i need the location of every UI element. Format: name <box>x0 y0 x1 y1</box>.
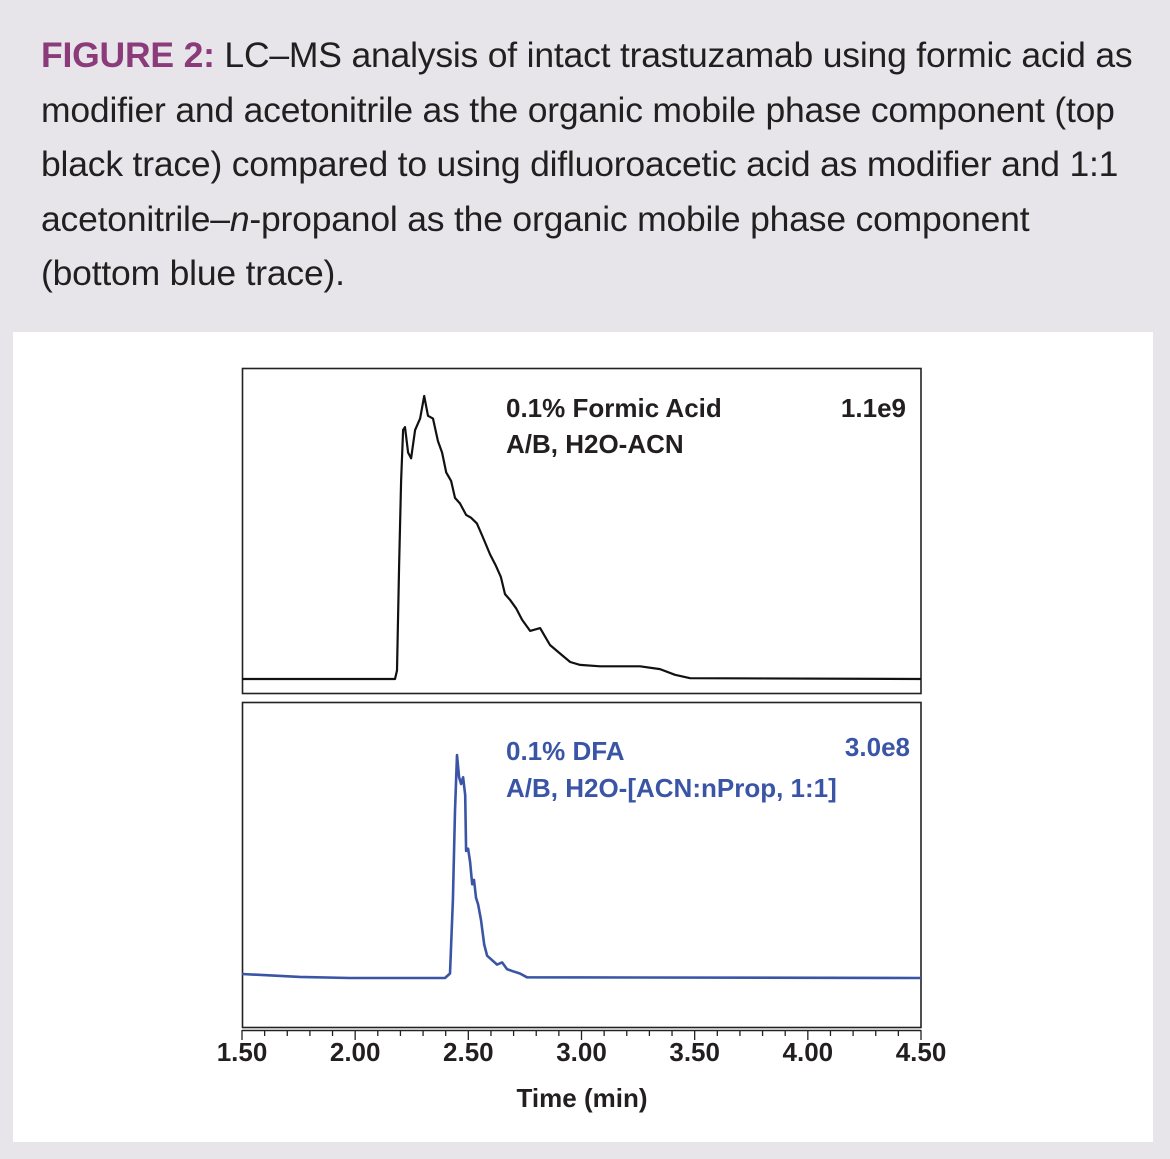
x-tick-label: 4.00 <box>783 1037 834 1067</box>
x-axis-tick-labels: 1.50 2.00 2.50 3.00 3.50 4.00 4.50 <box>217 1037 947 1067</box>
caption-text-1: LC–MS analysis of intact trastuzamab usi… <box>41 35 1133 239</box>
x-tick-label: 4.50 <box>896 1037 947 1067</box>
x-axis-ticks <box>241 1030 922 1040</box>
figure-caption: FIGURE 2: LC–MS analysis of intact trast… <box>41 28 1141 301</box>
caption-italic: n <box>229 198 250 239</box>
bottom-plot-frame <box>241 701 922 1029</box>
x-tick-label: 2.00 <box>330 1037 381 1067</box>
top-trace-line <box>242 394 922 681</box>
bottom-panel-max-intensity: 3.0e8 <box>845 732 910 762</box>
caption-text-2: -propanol as the organic mobile phase co… <box>41 198 1030 294</box>
chart-panel: 1.50 2.00 2.50 3.00 3.50 4.00 4.50 Time (min) … <box>13 332 1153 1142</box>
top-plot-frame <box>241 367 922 695</box>
top-panel-label-2: A/B, H2O-ACN <box>506 429 684 459</box>
bottom-trace-line <box>241 753 922 980</box>
x-tick-label: 1.50 <box>217 1037 268 1067</box>
chromatogram-chart: 1.50 2.00 2.50 3.00 3.50 4.00 4.50 Time (min) … <box>217 367 947 1113</box>
x-axis-title: Time (min) <box>517 1083 648 1113</box>
x-tick-label: 3.50 <box>669 1037 720 1067</box>
top-panel-max-intensity: 1.1e9 <box>841 393 906 423</box>
bottom-panel-label-1: 0.1% DFA <box>506 736 625 766</box>
bottom-panel-label-2: A/B, H2O-[ACN:nProp, 1:1] <box>506 773 837 803</box>
figure-label: FIGURE 2: <box>41 35 215 75</box>
x-tick-label: 3.00 <box>556 1037 607 1067</box>
top-panel-label-1: 0.1% Formic Acid <box>506 393 722 423</box>
x-tick-label: 2.50 <box>443 1037 494 1067</box>
